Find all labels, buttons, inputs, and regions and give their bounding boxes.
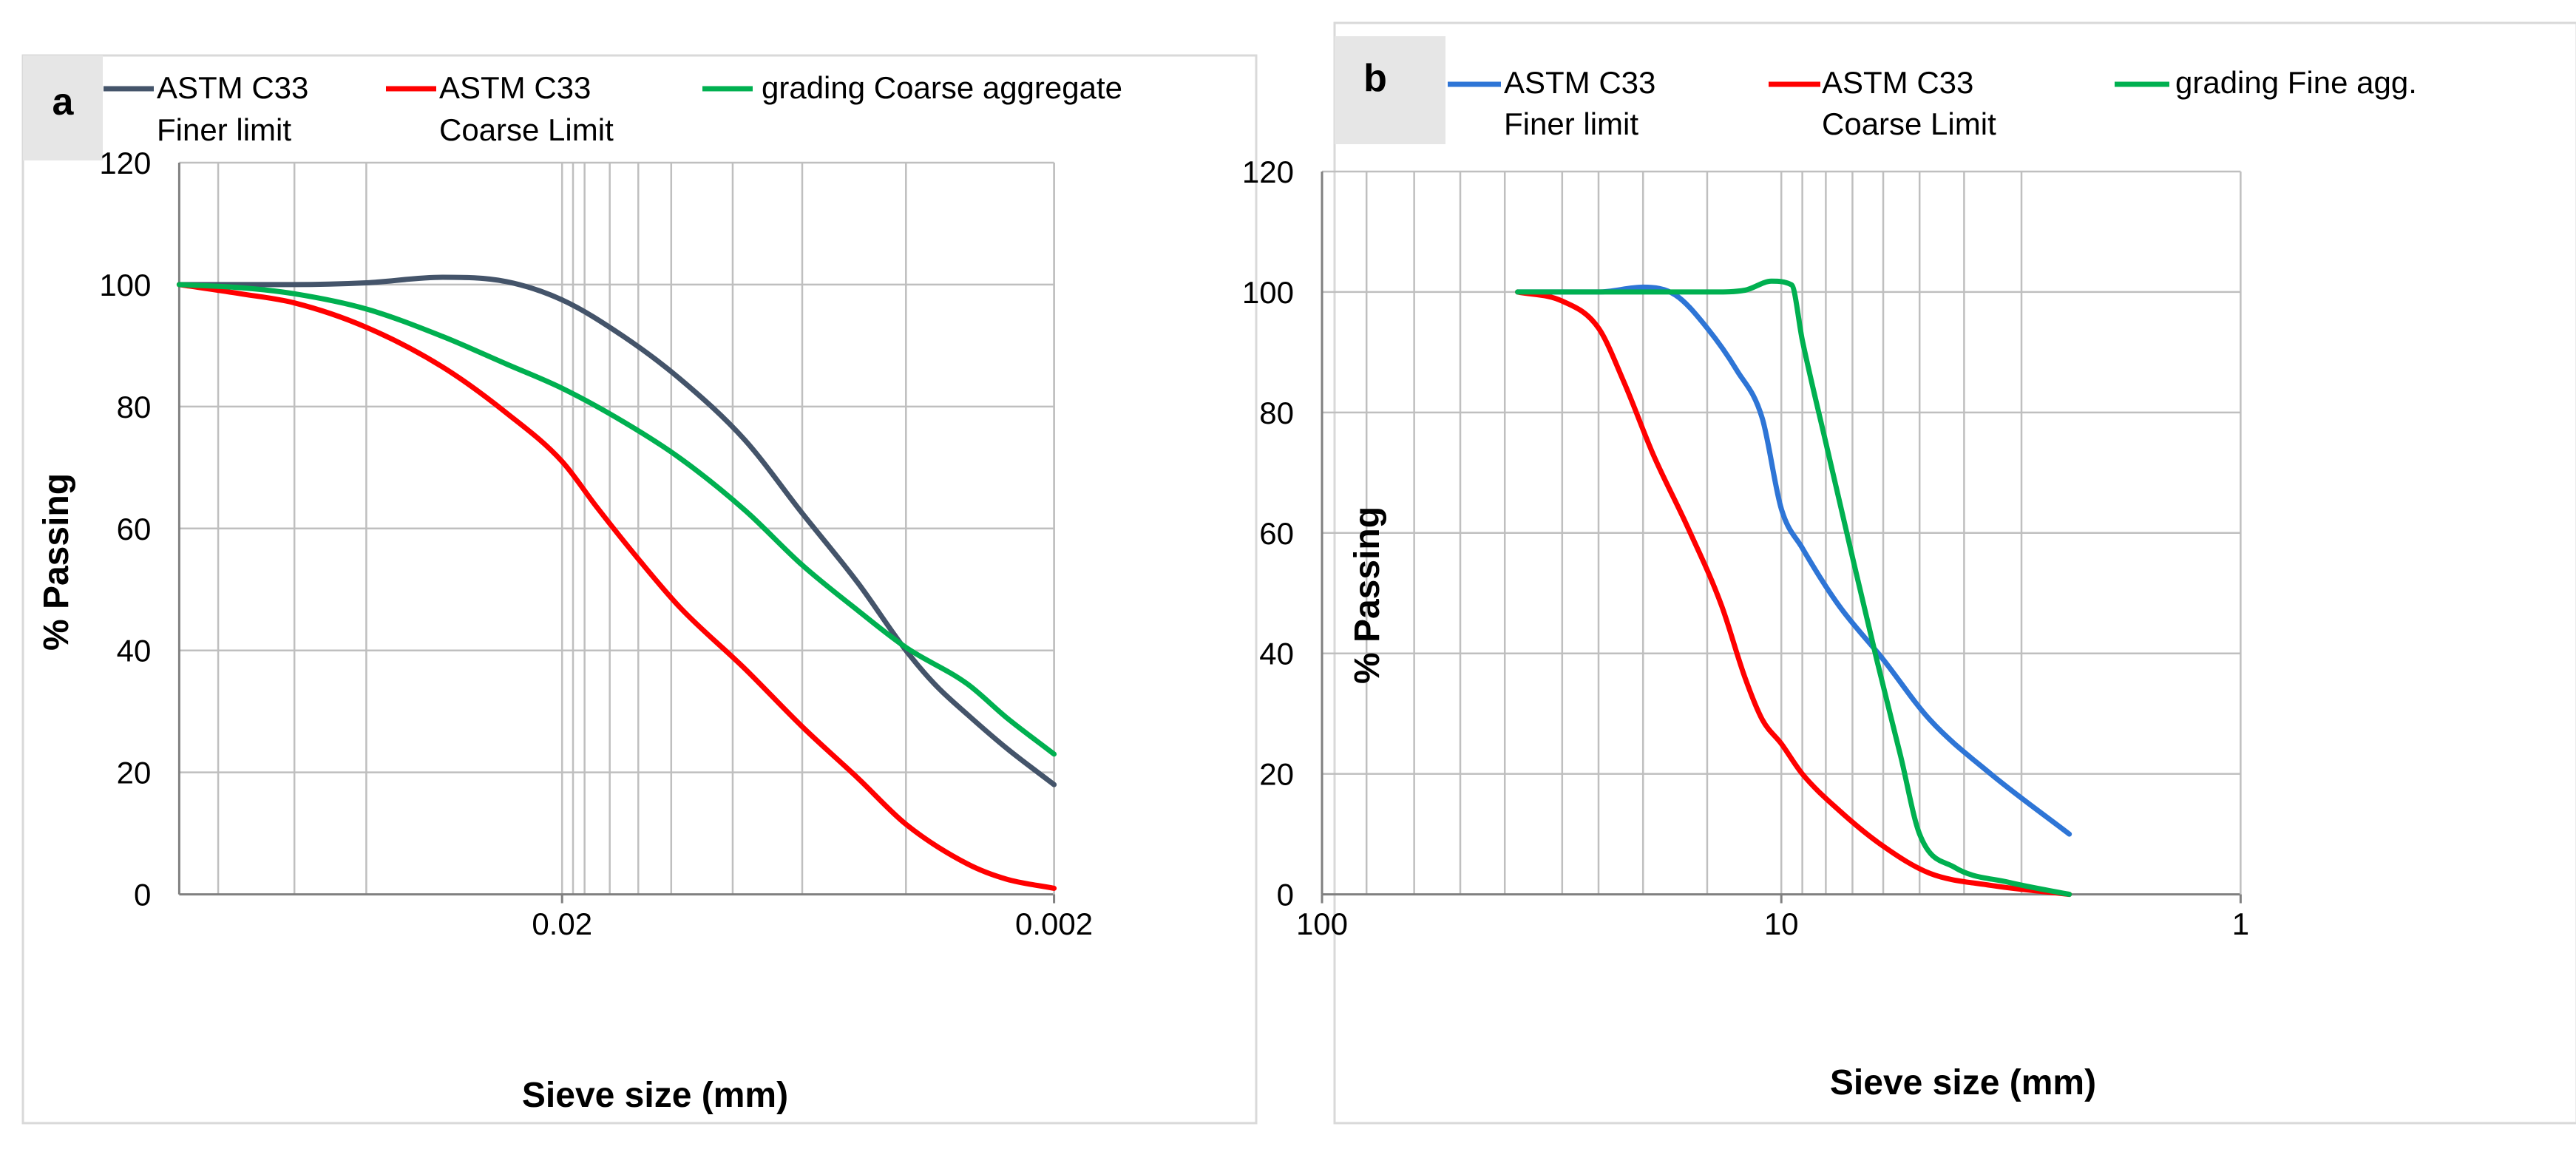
panel-a-series-line-grading-coarse-aggregate xyxy=(176,282,1057,757)
legend-a-finer-limit-line1: ASTM C33 xyxy=(157,70,308,105)
panel-a-frame xyxy=(21,54,1258,1125)
panel-b-x-tick-label-100: 100 xyxy=(1296,906,1348,941)
panel-a-legend: ASTM C33 Finer limit ASTM C33 Coarse Lim… xyxy=(104,70,1122,147)
panel-a-y-tick-label-20: 20 xyxy=(117,756,152,790)
panel-a-y-axis-title: % Passing xyxy=(37,473,76,651)
legend-a-finer-limit-line2: Finer limit xyxy=(157,112,291,147)
panel-b-y-tick-label-0: 0 xyxy=(1277,878,1294,912)
panel-a-label-box xyxy=(23,55,103,160)
legend-b-coarse-limit-line1: ASTM C33 xyxy=(1822,65,1973,100)
panel-b-y-tick-label-80: 80 xyxy=(1259,396,1294,430)
panel-b-axes: 0 20 40 60 80 100 120 100 10 1 xyxy=(1242,155,2249,941)
legend-a-coarse-limit-line2: Coarse Limit xyxy=(439,112,614,147)
panel-a-y-tick-label-0: 0 xyxy=(134,878,151,912)
panel-b-label-box xyxy=(1335,36,1445,144)
panel-a-y-tick-label-100: 100 xyxy=(99,268,151,302)
panel-b-x-axis-title: Sieve size (mm) xyxy=(1830,1063,2096,1102)
panel-b-y-tick-label-60: 60 xyxy=(1259,516,1294,551)
legend-a-grading-coarse: grading Coarse aggregate xyxy=(762,70,1122,105)
legend-b-grading-fine: grading Fine agg. xyxy=(2175,65,2417,100)
legend-b-finer-limit-line1: ASTM C33 xyxy=(1504,65,1655,100)
panel-a-y-tick-label-40: 40 xyxy=(117,634,152,668)
panel-b-x-tick-label-10: 10 xyxy=(1764,906,1799,941)
panel-b-series-line-astm-c33-coarse-limit xyxy=(1515,289,2072,898)
panel-b-x-tick-label-1: 1 xyxy=(2232,906,2249,941)
panel-b-y-axis-title: % Passing xyxy=(1348,506,1387,684)
panel-b-frame xyxy=(1333,21,2576,1125)
panel-b-y-tick-label-120: 120 xyxy=(1242,155,1294,189)
legend-b-finer-limit-line2: Finer limit xyxy=(1504,106,1638,141)
panel-a-y-tick-label-80: 80 xyxy=(117,390,152,424)
chart-panel-a: a 0 20 40 60 80 100 120 0.02 0.002 ASTM C33 Fine… xyxy=(21,54,1258,1125)
panel-b-y-tick-label-40: 40 xyxy=(1259,637,1294,671)
panel-a-series-line-astm-c33-coarse-limit xyxy=(176,282,1057,891)
panel-a-axes: 0 20 40 60 80 100 120 0.02 0.002 xyxy=(99,146,1093,941)
panel-b-grid xyxy=(1321,170,2241,895)
panel-b-series-line-grading-fine-agg- xyxy=(1515,278,2072,898)
panel-a-y-tick-label-60: 60 xyxy=(117,512,152,546)
panel-b-y-tick-label-100: 100 xyxy=(1242,275,1294,310)
panel-a-label: a xyxy=(52,81,75,123)
panel-b-y-tick-label-20: 20 xyxy=(1259,757,1294,792)
panel-a-x-tick-label-0.02: 0.02 xyxy=(532,906,592,941)
panel-b-legend: ASTM C33 Finer limit ASTM C33 Coarse Lim… xyxy=(1448,65,2417,141)
panel-b-label: b xyxy=(1363,57,1387,100)
panel-b-series-line-astm-c33-finer-limit xyxy=(1515,284,2072,837)
legend-a-coarse-limit-line1: ASTM C33 xyxy=(439,70,591,105)
panel-a-series-line-astm-c33-finer-limit xyxy=(176,274,1057,787)
panel-a-y-tick-label-120: 120 xyxy=(99,146,151,180)
panel-a-series xyxy=(176,274,1057,891)
chart-panel-b: b 0 20 40 60 80 100 120 100 10 1 ASTM C33 Finer l… xyxy=(1242,21,2576,1125)
panel-b-series xyxy=(1515,278,2072,898)
legend-b-coarse-limit-line2: Coarse Limit xyxy=(1822,106,1996,141)
panel-a-x-axis-title: Sieve size (mm) xyxy=(522,1076,788,1115)
panel-a-x-tick-label-0.002: 0.002 xyxy=(1015,906,1093,941)
